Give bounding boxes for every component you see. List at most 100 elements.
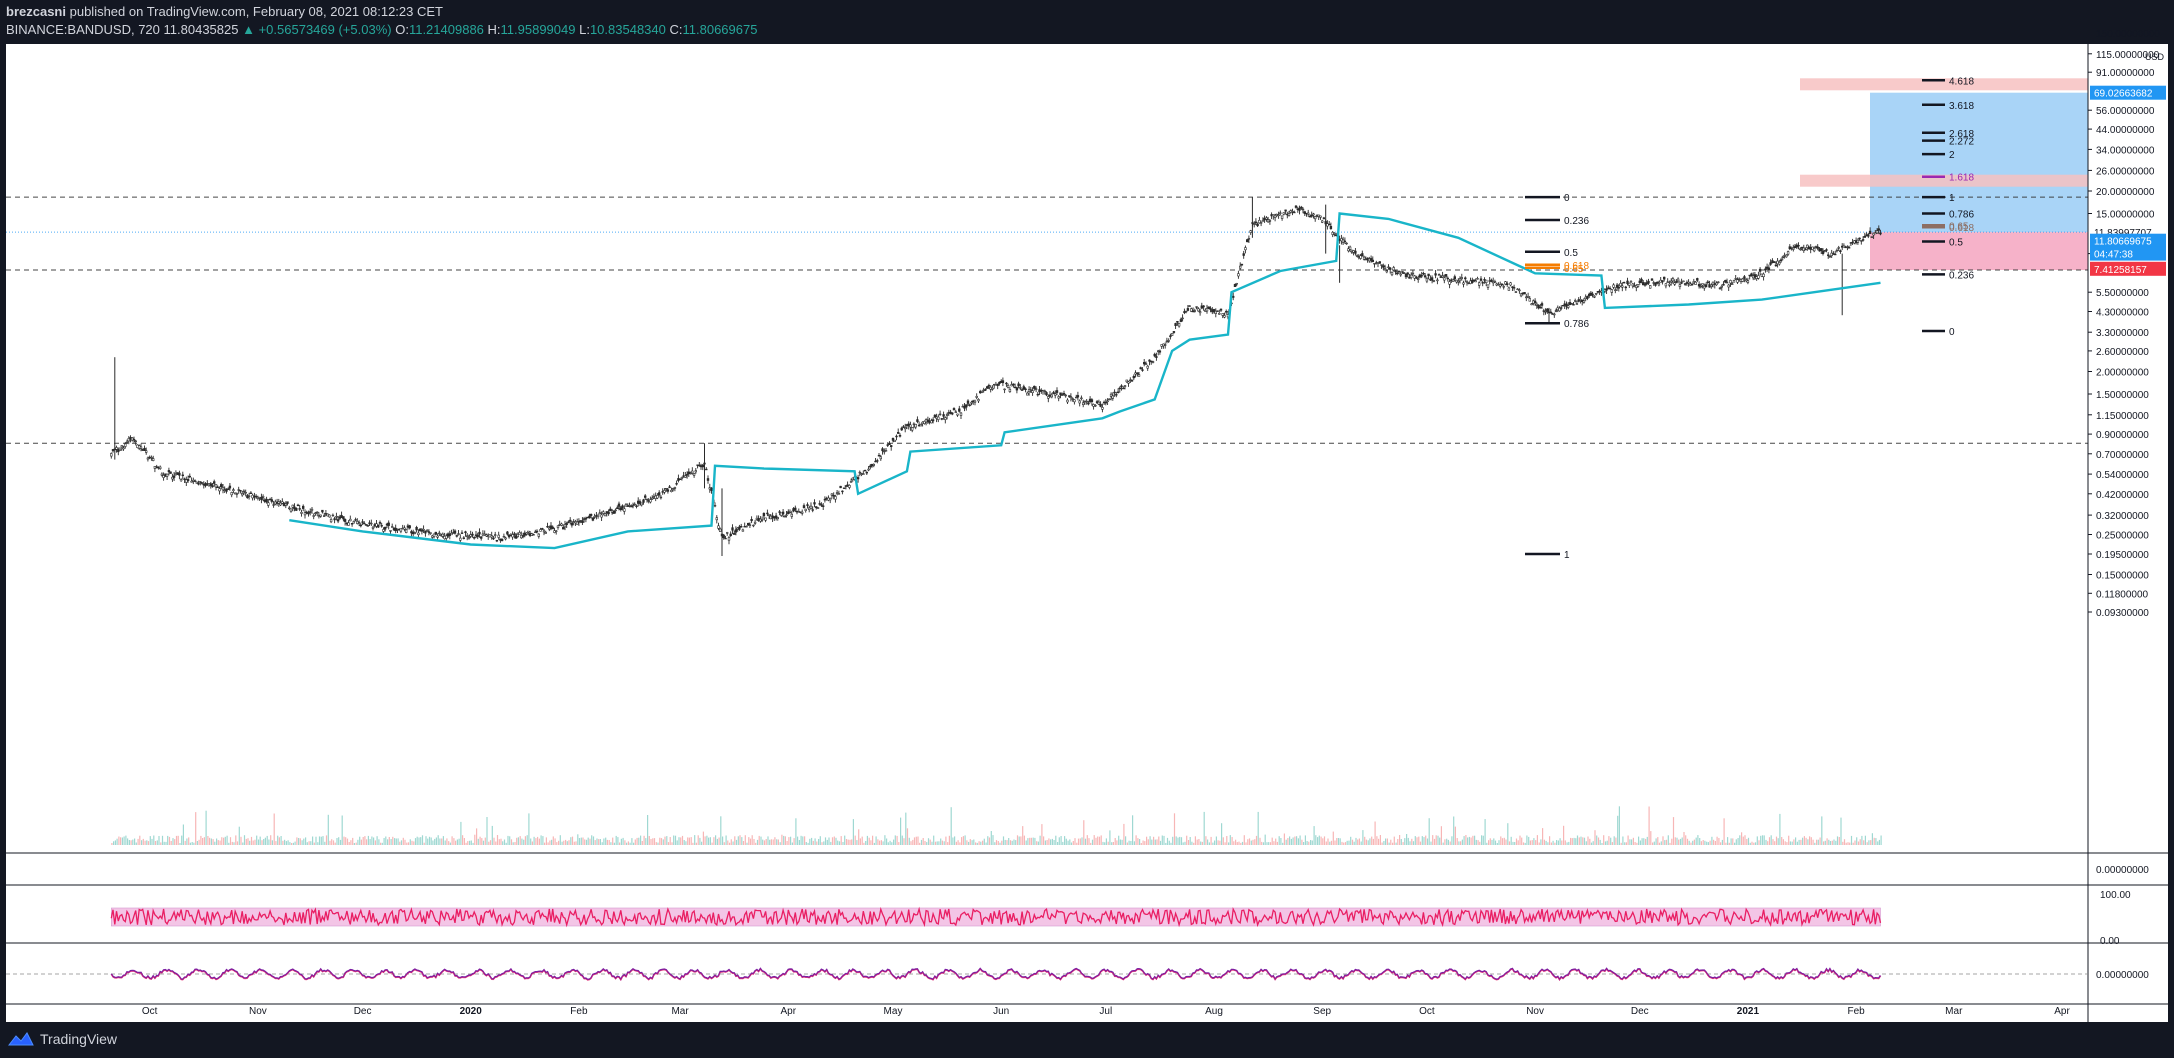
volume-bar [566,841,568,845]
candle-body [1378,261,1382,264]
volume-bar [701,841,703,845]
volume-bar [1665,839,1668,845]
candle-body [670,489,673,492]
volume-bar [847,839,849,845]
chart-canvas[interactable]: 00.2360.50.6180.650.78614.6183.6182.6182… [0,0,2174,1022]
candle-body [1432,280,1436,282]
volume-bar [798,840,800,845]
volume-bar [1713,839,1715,845]
volume-bar [1686,838,1689,845]
resistance-zone-upper [1800,78,2088,91]
volume-bar [383,838,385,845]
candle-body [1745,279,1748,282]
candle-body [1148,359,1151,362]
volume-bar [1449,841,1451,845]
candle-body [1054,393,1057,396]
volume-bar [849,839,851,845]
volume-bar [1013,839,1015,845]
price-tick-label: 0.15000000 [2096,571,2149,582]
candle-body [1137,374,1141,377]
volume-bar [1782,839,1784,845]
candle-body [689,472,692,475]
candle-body [1303,211,1307,214]
volume-bar [1348,840,1350,845]
volume-bar [1540,839,1542,845]
candle-body [551,526,554,530]
volume-bar [762,839,764,845]
candle-body [500,538,504,542]
candle-body [909,424,912,428]
volume-bar [1573,837,1575,845]
volume-bar [1283,833,1285,845]
volume-bar [535,838,537,845]
symbol-label[interactable]: BINANCE:BANDUSD, 720 [6,22,160,37]
candle-body [1608,287,1612,290]
volume-bar [1835,840,1837,845]
volume-bar [1025,840,1027,845]
volume-bar [261,840,263,845]
candle-body [931,419,935,422]
volume-bar [435,837,437,845]
volume-bar [1189,837,1191,845]
volume-bar [1814,842,1816,845]
tradingview-brand[interactable]: TradingView [8,1031,117,1047]
volume-bar [1151,839,1153,845]
volume-bar [652,838,654,845]
candle-body [656,495,659,499]
volume-bar [610,842,612,845]
volume-bar [763,840,766,845]
candle-body [1425,278,1429,282]
candle-body [785,514,788,516]
volume-bar [1604,841,1607,845]
volume-bar [1524,842,1526,845]
volume-bar [306,842,308,845]
volume-bar [1315,835,1317,845]
candle-body [1451,279,1455,282]
volume-bar [828,837,830,845]
author-name[interactable]: brezcasni [6,4,66,19]
candle-body [120,445,124,448]
candle-body [1772,261,1776,264]
candle-body [1518,289,1521,292]
volume-bar [257,839,260,845]
volume-bar [1550,842,1552,845]
candle-body [291,504,294,508]
candle-body [1284,209,1287,212]
candle-body [1800,246,1804,249]
candle-body [842,487,846,489]
candle-body [404,529,408,533]
volume-bar [1849,842,1851,845]
volume-bar [744,835,746,845]
fib-right-label: 2.272 [1949,137,1974,148]
candle-body [1666,281,1669,283]
volume-bar [856,840,858,845]
candle-body [1249,230,1252,233]
volume-bar [1707,842,1709,845]
volume-bar [1460,841,1462,845]
chart-header: brezcasni published on TradingView.com, … [0,0,2174,44]
candle-body [307,512,310,515]
volume-bar [516,837,518,845]
candle-body [1176,320,1179,323]
volume-bar [1294,836,1296,845]
candle-body [844,485,848,487]
volume-bar [1817,839,1819,845]
volume-bar [264,837,266,845]
volume-bar [1329,841,1331,845]
volume-bar [1210,836,1212,845]
volume-bar [203,837,205,845]
candle-body [1116,391,1120,393]
volume-bar [1681,837,1683,845]
volume-bar [317,842,319,845]
volume-bar [1754,842,1757,845]
volume-bar [476,828,478,845]
volume-bar [533,836,535,845]
volume-bar [1423,837,1425,845]
candle-body [1591,293,1594,296]
volume-bar [1819,837,1821,845]
volume-bar [339,839,342,845]
candle-body [841,490,844,493]
volume-bar [568,840,570,845]
candle-body [1485,279,1488,284]
candle-body [349,518,352,522]
